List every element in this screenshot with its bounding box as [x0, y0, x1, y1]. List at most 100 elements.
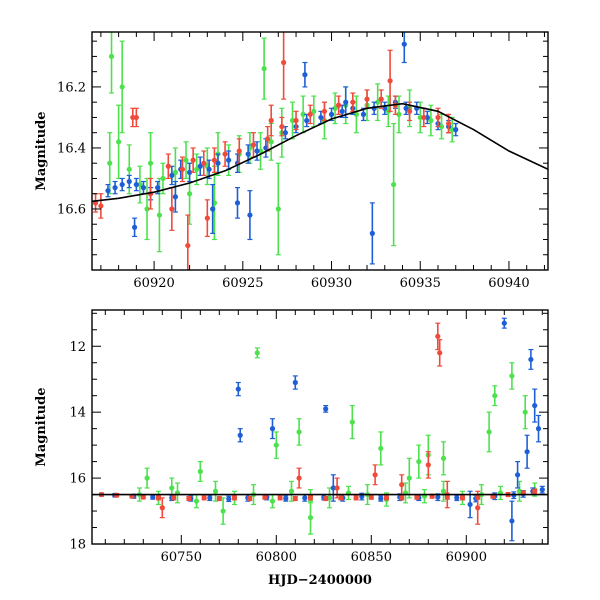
data-point-green	[169, 485, 175, 491]
data-point-red	[211, 157, 218, 163]
data-point-blue	[339, 108, 345, 114]
data-point-green	[147, 160, 154, 166]
data-point-red	[378, 96, 384, 102]
data-point-green	[273, 442, 279, 448]
data-point-green	[349, 419, 355, 425]
data-point-blue	[302, 495, 308, 501]
data-point-blue	[234, 200, 241, 206]
data-point-red	[336, 102, 342, 108]
data-point-red	[307, 111, 313, 117]
y-axis-label: Magnitude	[34, 387, 49, 466]
x-tick-label: 60900	[446, 550, 487, 565]
data-point-green	[406, 475, 412, 481]
data-point-red	[399, 482, 405, 488]
data-point-green	[378, 445, 384, 452]
y-tick-label: 18	[69, 538, 86, 553]
data-point-blue	[302, 72, 308, 78]
data-point-red	[201, 495, 207, 501]
panel-2-data-region	[92, 317, 548, 542]
data-point-green	[396, 111, 402, 117]
data-point-green	[119, 84, 125, 90]
data-point-green	[486, 429, 492, 435]
data-point-red	[140, 494, 146, 500]
data-point-green	[254, 350, 260, 356]
data-point-blue	[206, 166, 212, 172]
data-point-red	[169, 206, 175, 212]
data-point-green	[522, 409, 528, 415]
data-point-red	[265, 136, 271, 142]
data-point-blue	[524, 449, 530, 455]
data-point-red	[383, 495, 390, 501]
data-point-red	[293, 117, 299, 124]
data-point-red	[307, 495, 314, 501]
data-point-green	[492, 393, 498, 399]
data-point-blue	[126, 178, 132, 185]
data-point-red	[279, 123, 285, 130]
data-point-green	[197, 468, 203, 475]
data-point-green	[108, 53, 115, 60]
data-point-red	[421, 114, 427, 121]
data-point-blue	[304, 117, 310, 124]
data-point-blue	[245, 151, 251, 157]
data-point-blue	[215, 160, 221, 166]
data-point-blue	[453, 127, 459, 133]
model-curve	[92, 102, 548, 203]
data-point-red	[435, 333, 441, 339]
data-point-red	[231, 495, 238, 501]
data-point-green	[183, 157, 189, 163]
y-tick-label: 14	[69, 406, 86, 421]
data-point-red	[368, 494, 374, 500]
data-point-red	[437, 350, 443, 356]
data-point-blue	[140, 185, 147, 191]
data-point-green	[509, 373, 515, 379]
data-point-red	[323, 495, 329, 502]
data-point-blue	[197, 163, 203, 169]
data-point-blue	[401, 41, 407, 47]
y-tick-label: 16.6	[57, 202, 86, 217]
data-point-red	[216, 495, 222, 502]
data-point-blue	[323, 406, 329, 412]
data-point-green	[261, 66, 267, 72]
panel-1-frame	[91, 31, 549, 271]
data-point-blue	[535, 426, 542, 432]
data-point-green	[438, 123, 445, 130]
x-tick-label: 60850	[351, 550, 392, 565]
data-point-green	[440, 488, 447, 494]
data-point-blue	[369, 230, 375, 236]
data-point-red	[459, 495, 466, 501]
data-point-blue	[328, 111, 335, 117]
data-point-blue	[282, 130, 289, 136]
data-point-blue	[360, 111, 367, 117]
data-point-red	[190, 157, 196, 163]
data-point-red	[281, 59, 287, 66]
data-point-red	[222, 151, 228, 157]
x-tick-label: 60925	[222, 276, 263, 291]
data-point-red	[353, 495, 359, 501]
x-tick-label: 60800	[256, 550, 297, 565]
y-tick-label: 12	[69, 340, 86, 355]
data-point-green	[391, 181, 397, 188]
x-tick-label: 60930	[311, 276, 352, 291]
data-point-blue	[112, 185, 118, 191]
data-point-red	[372, 472, 378, 478]
data-point-red	[171, 495, 177, 501]
data-point-red	[165, 163, 171, 169]
data-point-blue	[254, 148, 260, 154]
data-point-red	[532, 488, 538, 494]
data-point-green	[212, 488, 219, 494]
data-point-green	[144, 206, 150, 212]
data-point-blue	[539, 487, 545, 493]
data-point-red	[296, 475, 302, 481]
data-point-green	[416, 459, 422, 465]
data-point-green	[300, 111, 306, 117]
x-tick-label: 60940	[488, 276, 529, 291]
data-point-blue	[435, 494, 441, 500]
data-point-red	[425, 462, 431, 468]
data-point-blue	[283, 495, 289, 502]
data-point-blue	[382, 105, 388, 111]
data-point-red	[338, 495, 344, 501]
data-point-red	[321, 108, 328, 114]
data-point-red	[201, 160, 207, 166]
y-tick-label: 16.2	[57, 80, 86, 95]
